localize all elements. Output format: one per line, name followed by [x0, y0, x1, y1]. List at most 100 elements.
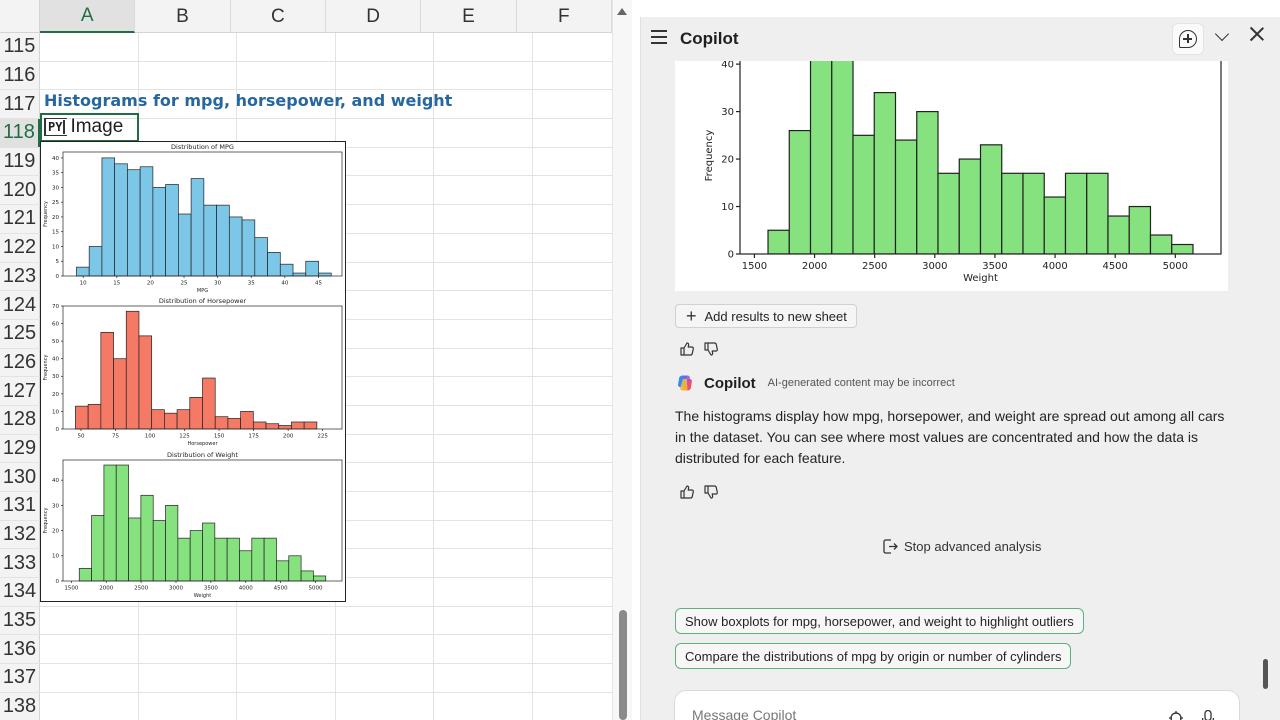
chart-title: Distribution of MPG: [171, 143, 234, 151]
histogram-bar: [226, 537, 240, 582]
histogram-bar: [241, 219, 256, 277]
close-icon[interactable]: [1249, 26, 1265, 42]
sheet-row[interactable]: 117: [0, 90, 612, 120]
menu-icon[interactable]: [651, 30, 667, 44]
x-tick-label: 3000: [169, 586, 183, 592]
microphone-icon[interactable]: [1199, 709, 1217, 720]
x-tick-label: 200: [283, 434, 294, 440]
select-all-corner[interactable]: [0, 0, 40, 33]
scroll-up-arrow-icon[interactable]: [617, 8, 627, 15]
histogram-bar: [252, 421, 267, 430]
chevron-down-icon[interactable]: [1214, 26, 1230, 42]
row-header[interactable]: 133: [0, 549, 40, 578]
sheet-row[interactable]: 125: [0, 319, 612, 349]
sheet-row[interactable]: 137: [0, 664, 612, 693]
histogram-bar: [103, 464, 117, 582]
sheet-row[interactable]: 116: [0, 61, 612, 91]
plus-icon: +: [686, 306, 697, 326]
copilot-logo-icon: [678, 375, 692, 391]
python-badge-label: PY: [48, 120, 66, 134]
row-header[interactable]: 136: [0, 635, 40, 664]
histogram-bar: [916, 110, 939, 254]
ai-disclaimer: AI-generated content may be incorrect: [767, 377, 955, 389]
column-header-f[interactable]: F: [517, 0, 612, 33]
y-axis-label: Frequency: [43, 508, 49, 534]
row-header[interactable]: 138: [0, 692, 40, 720]
suggestion-boxplots[interactable]: Show boxplots for mpg, horsepower, and w…: [675, 608, 1084, 634]
column-header-e[interactable]: E: [421, 0, 517, 33]
row-header[interactable]: 123: [0, 262, 40, 291]
column-header-d[interactable]: D: [326, 0, 422, 33]
row-header[interactable]: 119: [0, 147, 40, 176]
message-input[interactable]: [692, 707, 1152, 720]
row-header[interactable]: 134: [0, 578, 40, 606]
y-tick-label: 10: [52, 409, 59, 415]
row-header[interactable]: 116: [0, 61, 40, 90]
thumbs-down-icon[interactable]: [703, 341, 719, 357]
y-tick-label: 10: [721, 202, 734, 213]
row-header[interactable]: 127: [0, 377, 40, 405]
y-axis-label: Frequency: [43, 355, 49, 381]
sheet-scroll-thumb[interactable]: [619, 610, 627, 720]
row-header[interactable]: 115: [0, 33, 40, 61]
x-tick-label: 4000: [239, 586, 253, 592]
row-header[interactable]: 117: [0, 90, 40, 119]
histogram-bar: [203, 204, 217, 277]
row-header[interactable]: 118: [0, 119, 40, 147]
copilot-title: Copilot: [680, 29, 739, 48]
column-header-c[interactable]: C: [231, 0, 326, 33]
histogram-bar: [303, 421, 318, 430]
sheet-row[interactable]: 135: [0, 606, 612, 636]
histogram-bar: [239, 550, 253, 582]
row-header[interactable]: 125: [0, 319, 40, 348]
sheet-row[interactable]: 115: [0, 33, 612, 62]
attach-icon[interactable]: [1167, 709, 1185, 720]
column-header-a[interactable]: A: [40, 0, 136, 33]
thumbs-up-icon[interactable]: [679, 484, 695, 500]
thumbs-up-icon[interactable]: [679, 341, 695, 357]
sheet-row[interactable]: 136: [0, 635, 612, 665]
histogram-bar: [251, 537, 265, 582]
new-chat-button[interactable]: [1172, 23, 1204, 55]
histogram-bar: [894, 139, 918, 254]
histogram-bar: [313, 575, 327, 582]
row-header[interactable]: 132: [0, 520, 40, 549]
plot-frame: [62, 151, 343, 277]
row-header[interactable]: 122: [0, 233, 40, 262]
row-header[interactable]: 120: [0, 176, 40, 205]
row-header[interactable]: 131: [0, 492, 40, 520]
histogram-image[interactable]: 10 15 20 25 30 35 40 45 0 5 10 15 20 25 30 35 40 Distribu…: [40, 141, 346, 602]
y-tick-label: 20: [52, 529, 59, 535]
row-header[interactable]: 128: [0, 405, 40, 434]
thumbs-down-icon[interactable]: [703, 484, 719, 500]
histogram-bar: [125, 310, 140, 430]
sheet-row[interactable]: 132: [0, 520, 612, 550]
histogram-title-cell[interactable]: Histograms for mpg, horsepower, and weig…: [44, 91, 453, 110]
sheet-row[interactable]: 134: [0, 578, 612, 607]
row-header[interactable]: 135: [0, 606, 40, 635]
histogram-bar: [190, 178, 205, 277]
copilot-scroll-thumb[interactable]: [1263, 659, 1268, 689]
row-header[interactable]: 126: [0, 348, 40, 377]
row-header[interactable]: 130: [0, 463, 40, 491]
suggestion-compare-distributions[interactable]: Compare the distributions of mpg by orig…: [675, 643, 1072, 669]
weight-histogram-chart: 1500 2000 2500 3000 3500 4000 4500 5000 0 10 20 30 4…: [704, 56, 1222, 284]
sheet-vertical-scrollbar[interactable]: [612, 0, 632, 720]
row-header[interactable]: 129: [0, 434, 40, 463]
y-tick-label: 20: [721, 155, 734, 166]
row-header[interactable]: 121: [0, 205, 40, 233]
x-tick-label: 4500: [1102, 261, 1127, 272]
histogram-bar: [1001, 172, 1024, 254]
y-tick-label: 30: [52, 374, 59, 380]
sheet-row[interactable]: 138: [0, 692, 612, 720]
column-header-b[interactable]: B: [135, 0, 231, 33]
x-tick-label: 3500: [204, 586, 218, 592]
row-header[interactable]: 124: [0, 291, 40, 319]
row-header[interactable]: 137: [0, 664, 40, 692]
python-cell[interactable]: PY Image: [44, 116, 123, 138]
histogram: 1500 2000 2500 3000 3500 4000 4500 5000 0 10 20 30 4…: [704, 56, 1222, 284]
stop-advanced-analysis-button[interactable]: Stop advanced analysis: [882, 538, 1041, 555]
add-results-button[interactable]: + Add results to new sheet: [675, 304, 857, 328]
x-tick-label: 5000: [1163, 261, 1188, 272]
